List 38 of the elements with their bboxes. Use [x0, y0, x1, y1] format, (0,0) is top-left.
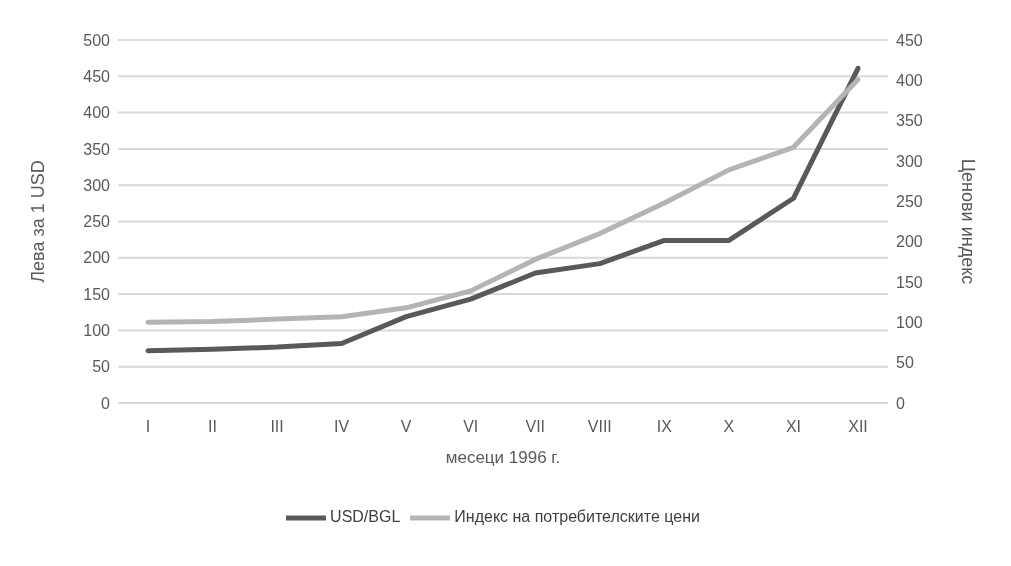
- x-tick-label: VI: [463, 418, 479, 436]
- y-tick-label: 350: [83, 140, 111, 158]
- y-tick-label: 200: [83, 249, 111, 267]
- y2-tick-label: 50: [896, 354, 914, 372]
- y-axis-title: Лева за 1 USD: [28, 160, 49, 283]
- x-tick-label: II: [208, 418, 217, 436]
- y-tick-label: 0: [101, 394, 111, 412]
- x-tick-label: III: [270, 418, 284, 436]
- x-tick-label: XII: [848, 418, 868, 436]
- x-tick-label: VIII: [587, 418, 612, 436]
- y2-tick-label: 150: [896, 273, 923, 291]
- y2-tick-label: 400: [896, 72, 923, 90]
- y-tick-label: 100: [83, 322, 111, 340]
- x-tick-label: X: [723, 418, 735, 436]
- y2-tick-label: 100: [896, 314, 923, 332]
- y2-tick-label: 200: [896, 233, 923, 251]
- y2-tick-label: 450: [896, 31, 923, 49]
- y-tick-label: 500: [83, 31, 111, 49]
- y2-tick-label: 300: [896, 152, 923, 170]
- y2-tick-label: 250: [896, 193, 923, 211]
- y2-tick-label: 350: [896, 112, 923, 130]
- legend-label: USD/BGL: [330, 508, 401, 526]
- y-tick-label: 450: [83, 67, 111, 85]
- x-tick-label: IX: [656, 418, 673, 436]
- x-tick-label: V: [400, 418, 412, 436]
- y2-axis-title: Ценови индекс: [957, 158, 978, 285]
- y-tick-label: 150: [83, 285, 111, 303]
- y-tick-label: 400: [83, 104, 111, 122]
- x-tick-label: XI: [785, 418, 802, 436]
- y-tick-label: 250: [83, 213, 111, 231]
- y-tick-label: 50: [92, 358, 111, 376]
- y2-tick-label: 0: [896, 394, 905, 412]
- y-tick-label: 300: [83, 176, 111, 194]
- x-axis-title: месеци 1996 г.: [445, 448, 561, 468]
- x-tick-label: VII: [525, 418, 546, 436]
- x-tick-label: I: [145, 418, 151, 436]
- legend-label: Индекс на потребителските цени: [454, 508, 700, 526]
- x-tick-label: IV: [334, 418, 350, 436]
